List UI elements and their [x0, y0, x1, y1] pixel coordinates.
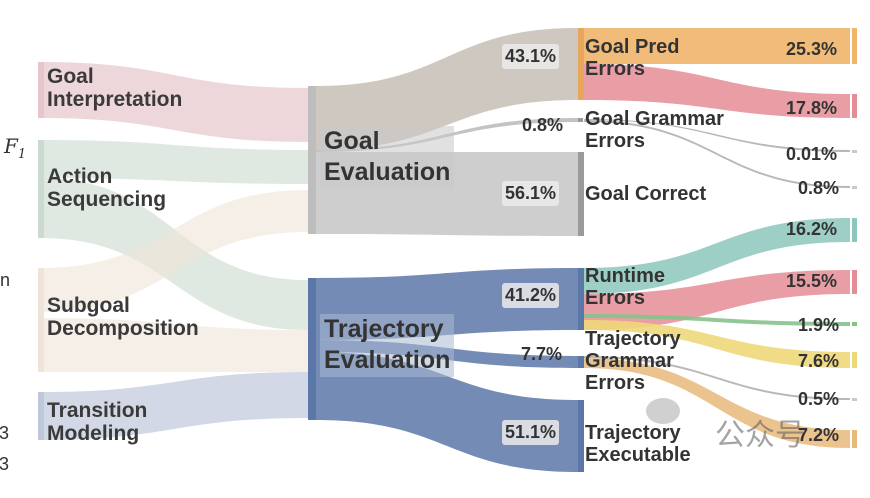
trajectory-executable-node: [578, 400, 584, 472]
action-sequencing-label: Action Sequencing: [47, 165, 167, 211]
flow-to-leaf-3: [584, 119, 850, 152]
f1-letter: F: [4, 134, 18, 158]
trajectory-evaluation-label: Trajectory Evaluation: [320, 314, 455, 377]
leaf-pct-10: 7.2%: [798, 425, 840, 445]
transition-modeling-node: [38, 392, 44, 440]
flow-transition-to-traj-eval: [40, 372, 308, 440]
goal-interpretation-node: [38, 62, 44, 118]
subgoal-decomposition-label: Subgoal Decomposition: [47, 294, 199, 340]
goal-evaluation-node: [308, 86, 316, 234]
action-sequencing-node: [38, 140, 44, 238]
f1-fragment: F1: [4, 134, 26, 162]
leaf-pct-6: 15.5%: [786, 271, 838, 291]
subgoal-decomposition-node: [38, 268, 44, 372]
watermark-icon: [646, 398, 680, 424]
leaf-pct-3: 0.01%: [786, 144, 838, 164]
goal-pred-errors-pct: 43.1%: [502, 44, 560, 69]
leaf-node-9: [852, 398, 857, 401]
trajectory-grammar-errors-pct: 7.7%: [521, 344, 563, 364]
goal-evaluation-label: Goal Evaluation: [320, 126, 455, 189]
goal-grammar-errors-node: [578, 118, 583, 122]
goal-interpretation-label: Goal Interpretation: [47, 65, 183, 111]
flow-goal-interp-to-goal-eval: [40, 62, 308, 142]
flow-to-leaf-7: [584, 314, 850, 326]
leaf-pct-9: 0.5%: [798, 389, 840, 409]
flow-to-leaf-10: [584, 358, 850, 448]
transition-modeling-label: Transition Modeling: [47, 399, 148, 445]
leaf-pct-5: 16.2%: [786, 219, 838, 239]
flow-subgoal-to-goal-eval: [40, 190, 308, 312]
digit-fragment-1: 3: [0, 423, 10, 443]
goal-correct-pct: 56.1%: [502, 181, 560, 206]
leaf-node-10: [852, 430, 857, 448]
trajectory-evaluation-node: [308, 278, 316, 420]
f1-subscript: 1: [17, 147, 27, 162]
leaf-pct-8: 7.6%: [798, 351, 840, 371]
runtime-errors-pct: 41.2%: [502, 283, 560, 308]
leaf-node-7: [852, 322, 857, 326]
watermark-text: 公众号: [715, 419, 805, 452]
trajectory-executable-label: Trajectory Executable: [585, 422, 691, 466]
trajectory-grammar-errors-node: [578, 356, 584, 368]
leaf-node-6: [852, 270, 857, 294]
flow-to-leaf-1: [584, 28, 850, 64]
goal-pred-errors-label: Goal Pred Errors: [585, 36, 680, 80]
goal-correct-node: [578, 152, 584, 236]
flow-to-leaf-2: [584, 64, 850, 118]
leaf-node-8: [852, 352, 857, 368]
leaf-pct-2: 17.8%: [786, 98, 838, 118]
leaf-node-4: [852, 186, 857, 189]
flow-to-leaf-9: [584, 356, 850, 400]
flow-subgoal-to-traj-eval: [40, 318, 308, 372]
leaf-node-2: [852, 94, 857, 118]
digit-fragment-2: 3: [0, 454, 10, 474]
trajectory-grammar-errors-label: Trajectory Grammar Errors: [585, 328, 681, 394]
n-fragment: n: [0, 270, 11, 290]
goal-correct-label: Goal Correct: [585, 183, 707, 205]
flow-to-leaf-4: [584, 120, 850, 188]
flow-to-leaf-5: [584, 218, 850, 294]
goal-grammar-errors-label: Goal Grammar Errors: [585, 108, 724, 152]
leaf-node-1: [852, 28, 857, 64]
leaf-pct-1: 25.3%: [786, 39, 838, 59]
leaf-node-3: [852, 150, 857, 153]
goal-pred-errors-node: [578, 28, 584, 100]
flow-action-seq-to-goal-eval: [40, 140, 308, 184]
leaf-node-5: [852, 218, 857, 242]
runtime-errors-label: Runtime Errors: [585, 265, 665, 309]
runtime-errors-node: [578, 268, 584, 330]
leaf-pct-7: 1.9%: [798, 315, 840, 335]
goal-grammar-errors-pct: 0.8%: [522, 115, 564, 135]
flow-to-leaf-8: [584, 320, 850, 368]
trajectory-executable-pct: 51.1%: [502, 420, 560, 445]
leaf-pct-4: 0.8%: [798, 178, 840, 198]
